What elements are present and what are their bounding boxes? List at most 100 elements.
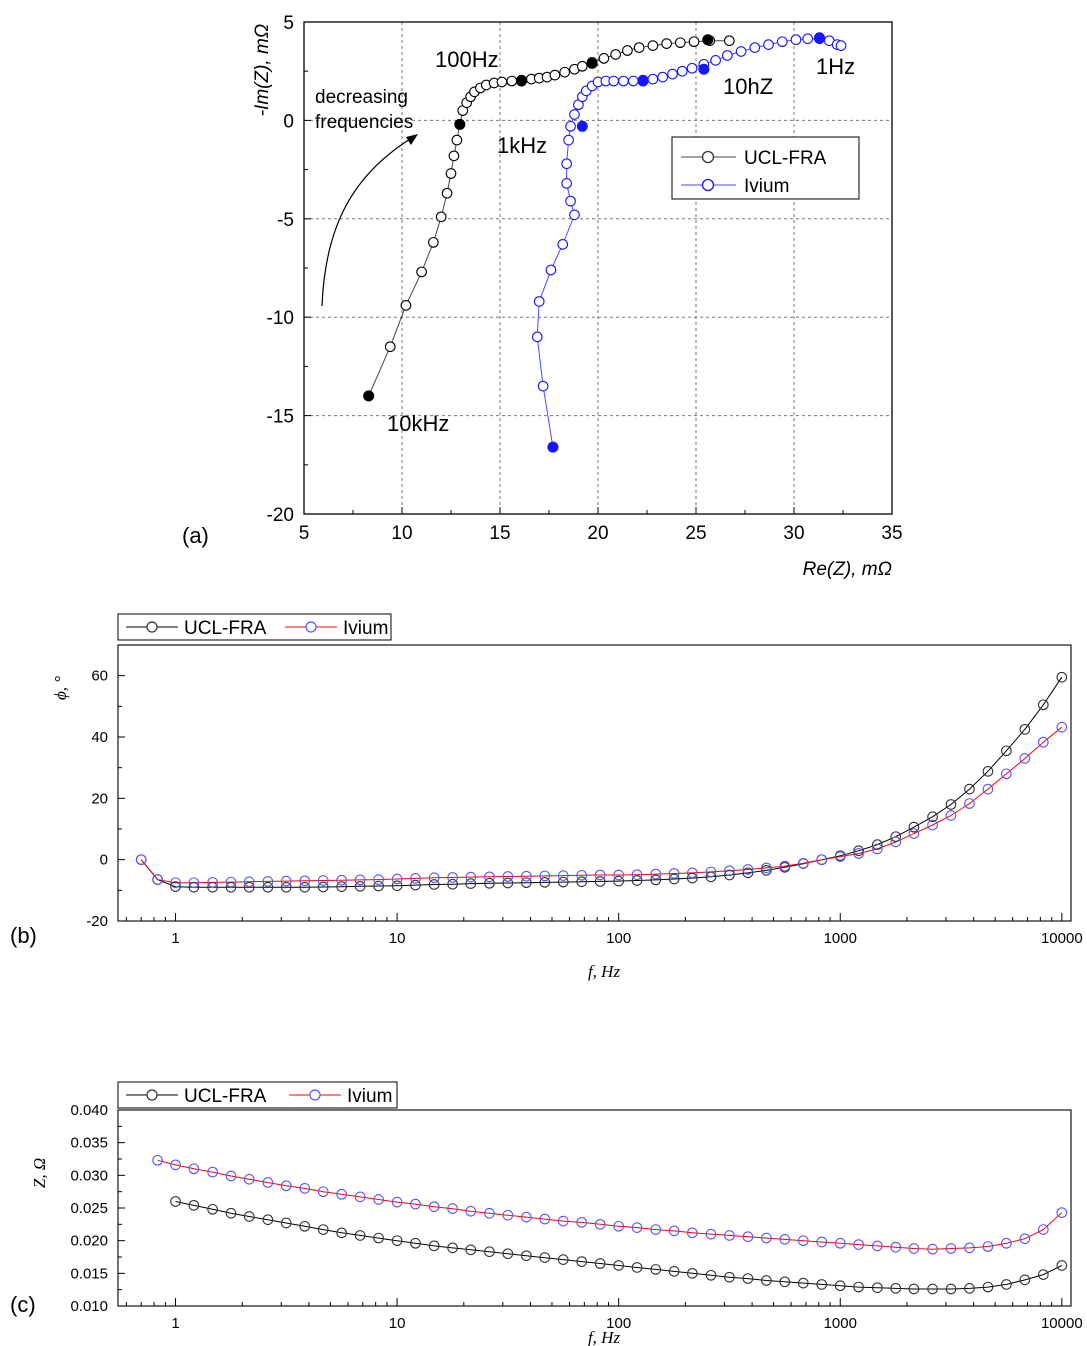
data-point	[633, 42, 645, 53]
data-point	[1056, 1260, 1068, 1271]
y-axis-label: ϕ, °	[51, 676, 70, 700]
data-point	[631, 1222, 643, 1233]
data-point	[749, 42, 761, 53]
y-tick-label: 0.040	[70, 1102, 108, 1119]
annotation-frequencies: frequencies	[315, 112, 413, 133]
data-point	[207, 881, 218, 893]
y-tick-label: -20	[86, 913, 108, 930]
data-point	[964, 798, 975, 809]
y-tick-label: 0.020	[70, 1233, 108, 1250]
data-point	[317, 875, 329, 886]
data-point	[797, 1235, 809, 1247]
data-point	[688, 36, 700, 48]
data-point	[243, 876, 255, 888]
data-point	[668, 1225, 680, 1237]
annotation-1hz: 1Hz	[816, 54, 855, 79]
data-point	[594, 876, 606, 887]
series-layer	[135, 671, 1068, 893]
data-point	[964, 1283, 975, 1294]
y-tick-label: -20	[267, 505, 294, 526]
data-point	[853, 1281, 864, 1293]
data-point	[631, 875, 643, 886]
data-point	[982, 1281, 994, 1293]
data-point	[225, 876, 237, 888]
data-point	[135, 854, 147, 866]
data-point	[170, 877, 181, 889]
data-point	[816, 854, 828, 866]
data-point	[647, 73, 659, 85]
data-point	[1019, 723, 1031, 735]
x-tick-label: 100	[606, 930, 631, 947]
data-point	[188, 1200, 200, 1211]
data-point	[207, 1166, 218, 1178]
data-point	[373, 1232, 384, 1244]
series-layer	[152, 1154, 1068, 1295]
data-point	[317, 881, 329, 893]
data-point	[225, 881, 237, 893]
data-point	[539, 1213, 551, 1225]
data-point	[533, 296, 545, 307]
data-point	[262, 1177, 274, 1188]
data-point	[661, 38, 672, 49]
data-point	[465, 878, 477, 889]
plot-frame	[117, 1109, 1072, 1307]
data-point	[484, 877, 495, 889]
data-point	[262, 881, 274, 893]
data-point	[790, 34, 802, 46]
data-point	[561, 158, 572, 170]
data-point	[657, 71, 669, 83]
series-line-ucl	[175, 1201, 1063, 1290]
data-point	[964, 783, 975, 795]
data-point	[447, 872, 458, 883]
data-point	[447, 878, 458, 890]
data-point	[761, 1275, 772, 1286]
data-point	[391, 880, 403, 892]
x-axis-label: f, Hz	[588, 1328, 621, 1346]
y-tick-label: 0	[100, 852, 108, 869]
data-point	[853, 845, 864, 857]
data-point	[1037, 736, 1049, 748]
data-point	[354, 1191, 366, 1203]
data-point	[448, 150, 460, 162]
data-point	[465, 1205, 477, 1217]
data-point	[484, 1246, 495, 1258]
data-point	[299, 875, 311, 887]
data-point	[576, 869, 588, 881]
data-point	[336, 1188, 348, 1200]
data-point	[797, 1277, 809, 1289]
data-point	[776, 36, 788, 48]
data-point	[724, 865, 735, 877]
data-point	[502, 871, 514, 882]
data-point	[428, 1201, 440, 1213]
data-point	[428, 237, 439, 248]
data-point	[280, 881, 292, 893]
data-point	[618, 75, 629, 87]
data-point	[631, 1262, 643, 1273]
data-point	[705, 871, 717, 883]
data-point	[299, 1220, 311, 1232]
x-tick-label: 10	[389, 1315, 406, 1332]
data-point	[890, 836, 902, 848]
data-point	[539, 1252, 551, 1264]
data-point	[945, 799, 957, 810]
data-point	[724, 869, 735, 881]
data-point	[890, 1283, 902, 1294]
y-axis-label: -Im(Z), mΩ	[252, 24, 273, 117]
data-point	[400, 300, 412, 311]
data-point	[927, 1283, 938, 1295]
data-point	[561, 178, 572, 189]
data-point	[545, 264, 557, 276]
y-tick-label: 0.015	[70, 1265, 108, 1282]
data-point	[853, 1239, 864, 1250]
data-point	[280, 875, 292, 887]
data-point	[576, 1256, 588, 1267]
data-point	[410, 1237, 421, 1249]
highlighted-point	[516, 75, 528, 87]
data-point	[496, 76, 508, 88]
data-point	[927, 1243, 938, 1255]
data-point	[451, 134, 463, 146]
data-point	[735, 46, 747, 57]
data-point	[225, 1207, 237, 1219]
data-point	[170, 881, 181, 893]
y-tick-label: 0.010	[70, 1298, 108, 1315]
